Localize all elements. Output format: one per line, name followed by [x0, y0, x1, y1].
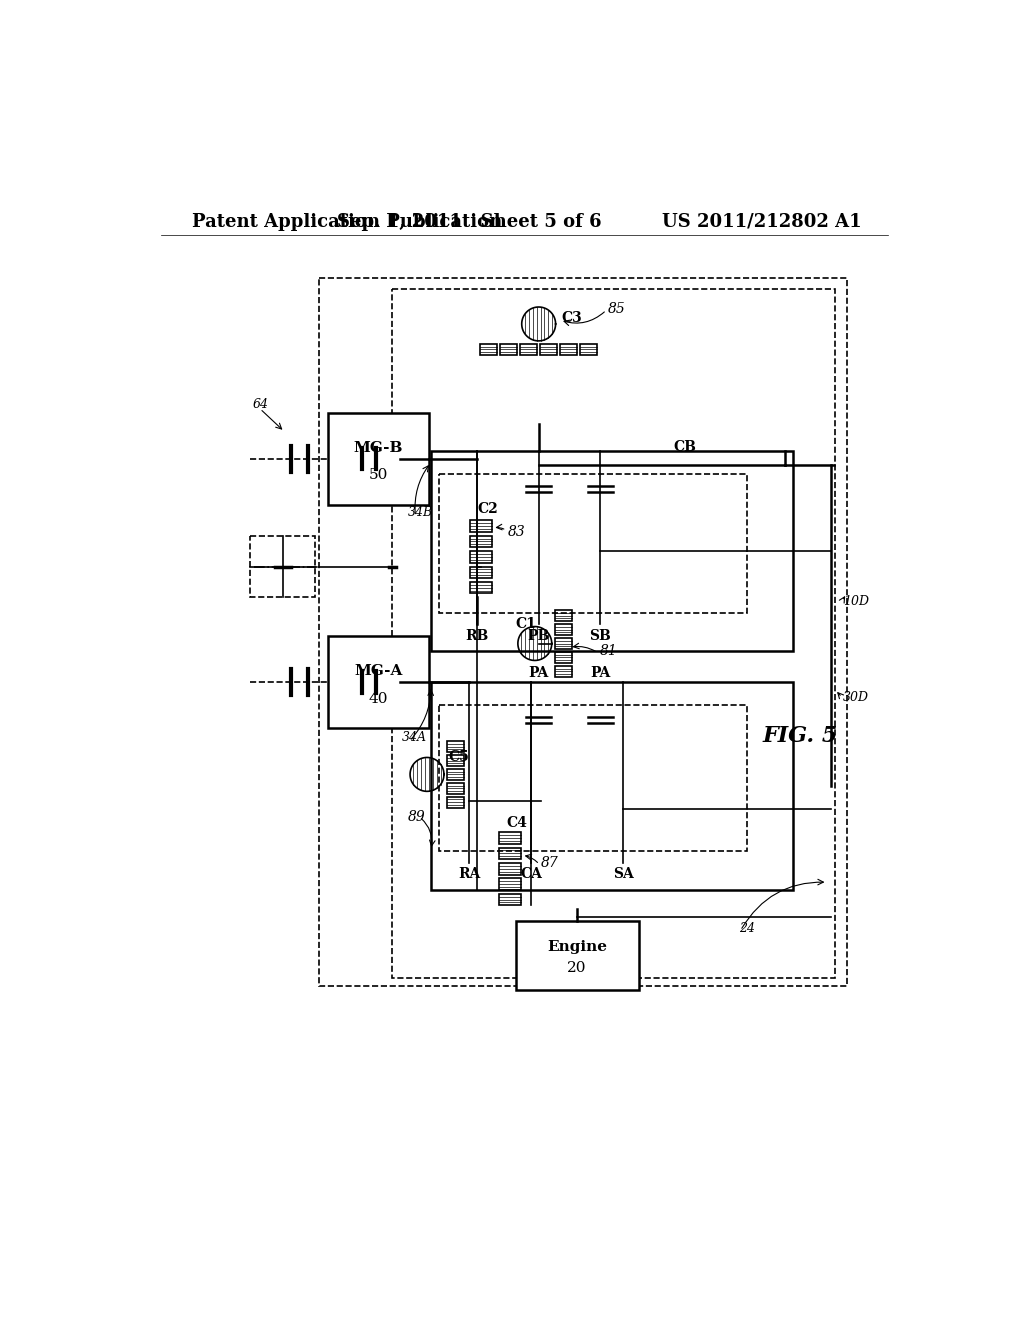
Text: C5: C5: [449, 751, 469, 764]
Bar: [581, 345, 597, 355]
Text: PA: PA: [590, 665, 610, 680]
Bar: [500, 832, 521, 843]
Text: Engine: Engine: [547, 940, 607, 954]
Text: 30D: 30D: [843, 690, 868, 704]
Bar: [250, 536, 315, 597]
Text: FIG. 5: FIG. 5: [763, 725, 839, 747]
Bar: [470, 566, 492, 578]
Bar: [431, 451, 793, 651]
Text: SB: SB: [590, 628, 611, 643]
Bar: [447, 742, 464, 752]
Bar: [447, 783, 464, 793]
Text: PA: PA: [528, 665, 549, 680]
Text: 40: 40: [369, 692, 388, 706]
Text: Patent Application Publication: Patent Application Publication: [193, 213, 503, 231]
Text: C1: C1: [515, 618, 537, 631]
Text: 20: 20: [567, 961, 587, 975]
Bar: [438, 474, 746, 612]
Text: 87: 87: [541, 855, 559, 870]
Bar: [560, 345, 578, 355]
Bar: [438, 705, 746, 851]
Bar: [470, 552, 492, 562]
Bar: [500, 847, 521, 859]
Text: RA: RA: [458, 867, 480, 882]
Text: RB: RB: [466, 628, 488, 643]
Bar: [447, 755, 464, 766]
Bar: [555, 624, 571, 635]
Bar: [392, 289, 836, 978]
Bar: [470, 536, 492, 548]
Bar: [319, 277, 847, 986]
Text: 64: 64: [252, 399, 268, 412]
Bar: [555, 638, 571, 649]
Text: 34B: 34B: [408, 506, 433, 519]
Text: 83: 83: [508, 525, 525, 539]
Bar: [555, 665, 571, 677]
Bar: [470, 520, 492, 532]
Text: 89: 89: [408, 809, 426, 824]
Bar: [555, 610, 571, 622]
Text: 85: 85: [608, 301, 626, 315]
Bar: [447, 797, 464, 808]
Text: Sep. 1, 2011   Sheet 5 of 6: Sep. 1, 2011 Sheet 5 of 6: [337, 213, 602, 231]
Text: SA: SA: [613, 867, 634, 882]
Bar: [329, 636, 429, 729]
Text: PB: PB: [527, 628, 550, 643]
Text: CB: CB: [674, 440, 696, 454]
Text: 34A: 34A: [401, 731, 427, 744]
Bar: [480, 345, 497, 355]
Text: MG-B: MG-B: [353, 441, 403, 454]
Bar: [520, 345, 538, 355]
Bar: [515, 921, 639, 990]
Bar: [500, 863, 521, 875]
Bar: [447, 770, 464, 780]
Bar: [470, 582, 492, 594]
Bar: [555, 652, 571, 663]
Text: MG-A: MG-A: [354, 664, 402, 678]
Text: 10D: 10D: [843, 594, 868, 607]
Bar: [500, 878, 521, 890]
Text: C4: C4: [506, 816, 527, 830]
Bar: [329, 412, 429, 504]
Text: 81: 81: [600, 644, 618, 659]
Bar: [500, 345, 517, 355]
Text: US 2011/212802 A1: US 2011/212802 A1: [663, 213, 862, 231]
Text: C3: C3: [562, 310, 583, 325]
Bar: [500, 894, 521, 906]
Text: 50: 50: [369, 469, 388, 482]
Bar: [541, 345, 557, 355]
Text: CA: CA: [520, 867, 542, 882]
Text: 24: 24: [739, 921, 755, 935]
Bar: [431, 682, 793, 890]
Text: C2: C2: [477, 502, 498, 516]
